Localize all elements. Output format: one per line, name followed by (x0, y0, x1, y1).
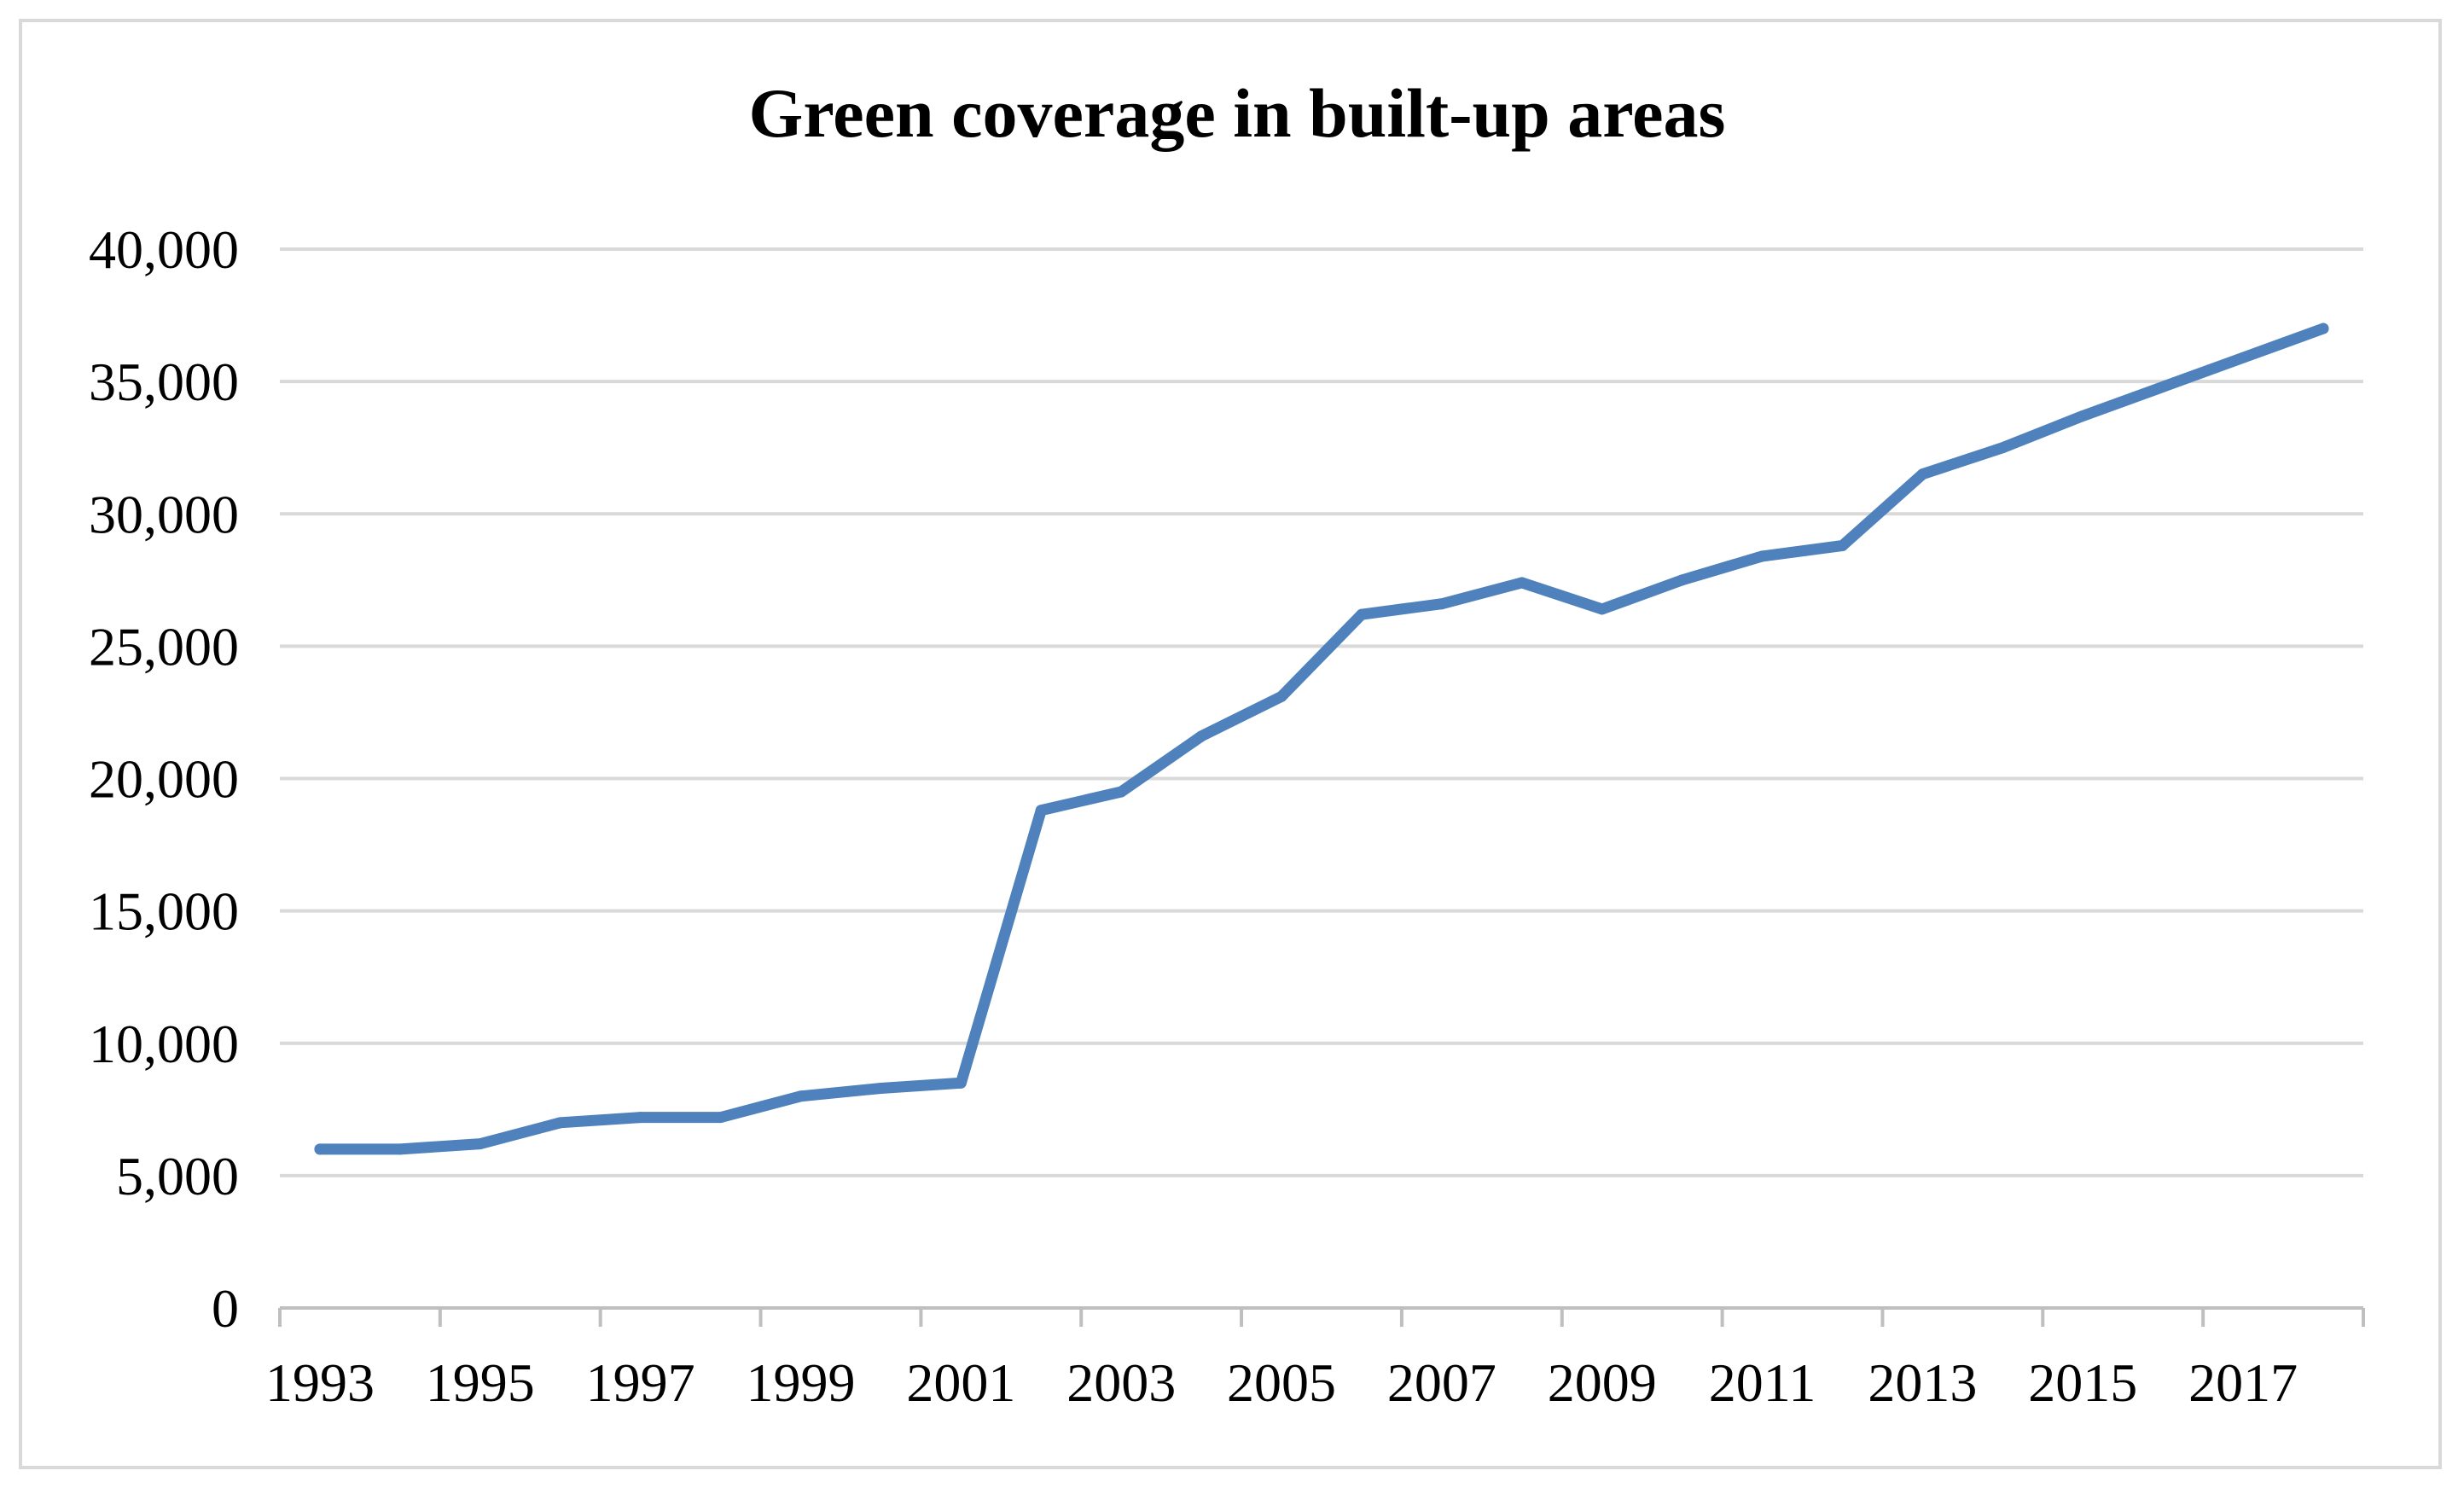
data-point (1516, 577, 1528, 589)
x-tick-label: 2005 (1227, 1352, 1336, 1413)
data-point (1837, 539, 1848, 551)
x-tick-label: 2003 (1066, 1352, 1176, 1413)
data-point (1757, 550, 1769, 562)
data-point (1677, 574, 1688, 586)
data-point (1115, 786, 1127, 798)
data-point (474, 1138, 486, 1150)
y-tick-label: 20,000 (89, 749, 239, 810)
data-point (2237, 352, 2249, 363)
data-point (955, 1077, 967, 1089)
x-tick-label: 2011 (1709, 1352, 1816, 1413)
x-axis (278, 1306, 2365, 1327)
data-point (795, 1090, 806, 1102)
x-tick-label: 2001 (906, 1352, 1015, 1413)
x-axis-tick-labels: 1993 1995 1997 1999 2001 2003 2005 2007 2009 2011… (265, 1352, 2298, 1413)
data-point (1195, 730, 1207, 742)
y-tick-label: 40,000 (89, 219, 239, 280)
data-point (1596, 603, 1608, 615)
y-tick-label: 30,000 (89, 484, 239, 544)
data-point (314, 1143, 326, 1155)
x-tick-label: 2017 (2188, 1352, 2298, 1413)
y-axis-tick-labels: 0 5,000 10,000 15,000 20,000 25,000 30,000 35,0… (89, 219, 239, 1339)
data-point (1356, 608, 1368, 620)
gridlines (280, 247, 2363, 1177)
y-tick-label: 0 (212, 1278, 239, 1339)
data-point (875, 1082, 886, 1094)
data-point (715, 1112, 727, 1124)
data-point (1035, 805, 1047, 817)
x-tick-label: 1995 (426, 1352, 535, 1413)
x-tick-label: 1993 (265, 1352, 375, 1413)
data-point (394, 1143, 406, 1155)
chart-frame (19, 19, 2442, 1469)
x-tick-label: 2015 (2028, 1352, 2137, 1413)
x-tick-label: 1999 (747, 1352, 856, 1413)
series-line (314, 323, 2329, 1155)
data-point (555, 1117, 567, 1129)
x-tick-label: 2009 (1548, 1352, 1657, 1413)
chart-title: Green coverage in built-up areas (749, 74, 1726, 152)
x-tick-label: 1997 (586, 1352, 695, 1413)
y-tick-label: 5,000 (116, 1146, 239, 1206)
y-tick-label: 10,000 (89, 1014, 239, 1074)
data-point (1276, 690, 1287, 702)
series-layer (314, 323, 2329, 1155)
data-point (635, 1112, 647, 1124)
y-tick-label: 15,000 (89, 881, 239, 942)
data-point (1996, 442, 2008, 454)
y-tick-label: 25,000 (89, 616, 239, 677)
y-tick-label: 35,000 (89, 352, 239, 412)
data-point (1436, 598, 1448, 610)
x-tick-label: 2007 (1387, 1352, 1496, 1413)
data-point (1916, 468, 1928, 480)
data-point (2077, 410, 2089, 421)
data-point (2157, 381, 2169, 392)
x-tick-label: 2013 (1868, 1352, 1977, 1413)
data-point (2317, 323, 2329, 334)
